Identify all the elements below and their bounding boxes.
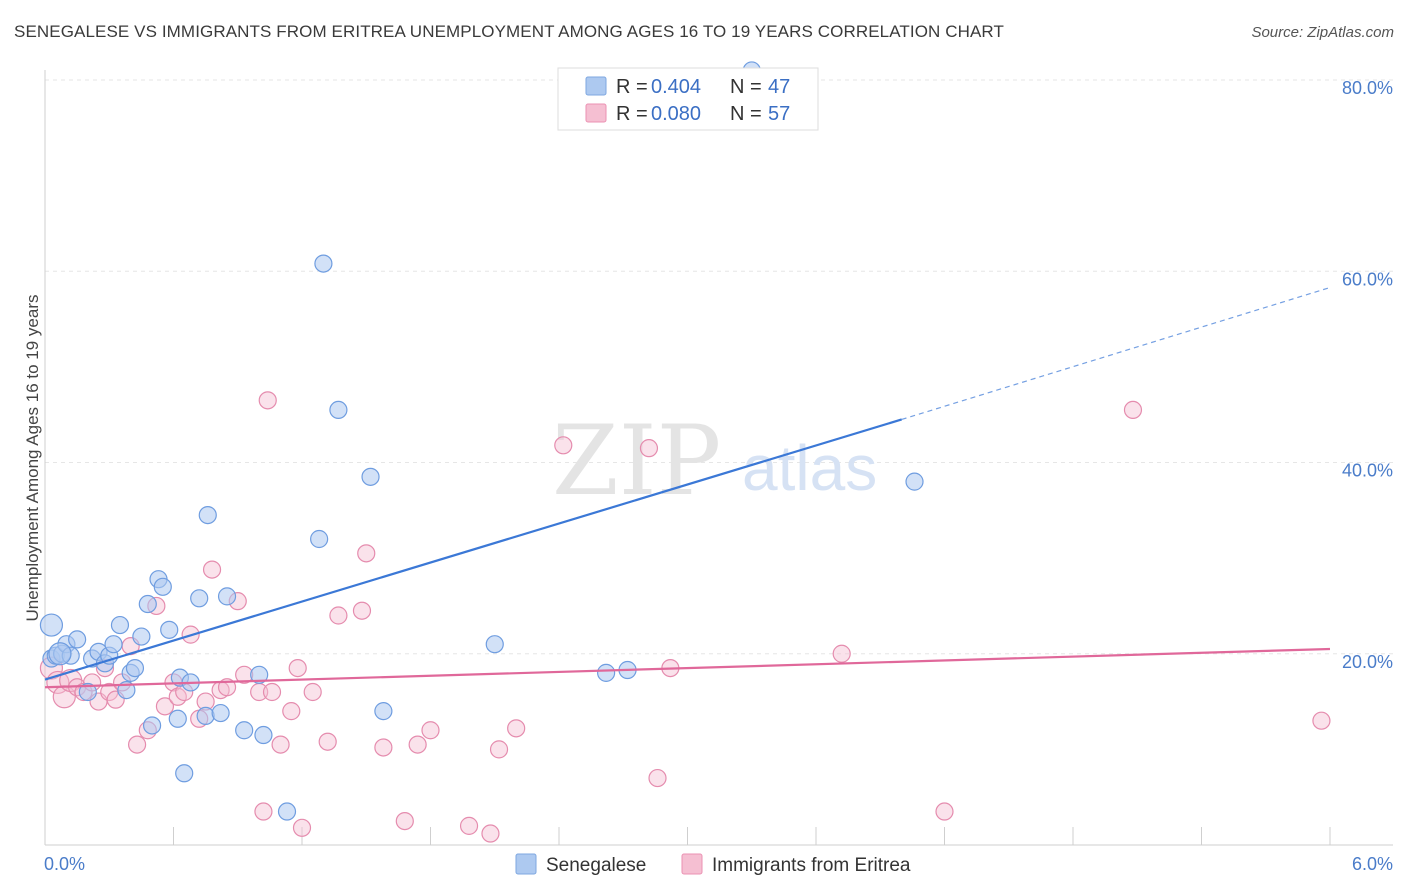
eritrea-point (935, 802, 954, 821)
eritrea-point (282, 702, 301, 721)
eritrea-point (481, 824, 500, 843)
series-swatch-eritrea (681, 853, 703, 875)
eritrea-point (292, 818, 312, 837)
source-label: Source: ZipAtlas.com (1251, 24, 1394, 41)
senegalese-point (125, 658, 145, 678)
eritrea-point (459, 816, 479, 835)
legend-n-label-2: N = (730, 103, 762, 125)
eritrea-point (202, 560, 222, 579)
watermark-zip: ZIP (552, 405, 721, 517)
eritrea-point (254, 802, 273, 821)
senegalese-point (235, 721, 254, 740)
senegalese-point (277, 802, 297, 821)
senegalese-point (104, 635, 123, 654)
watermark: ZIP atlas (552, 405, 877, 517)
legend-n-value-2: 57 (768, 103, 790, 125)
x-tick-label: 0.0% (44, 854, 85, 874)
senegalese-point (68, 630, 87, 649)
legend-r-value-1: 0.404 (651, 76, 701, 98)
eritrea-point (1123, 400, 1143, 420)
y-tick-labels: 20.0% 40.0% 60.0% 80.0% (1342, 78, 1393, 672)
senegalese-trend-line (44, 418, 902, 681)
senegalese-point (310, 529, 329, 549)
eritrea-point (648, 768, 667, 788)
y-tick-label: 60.0% (1342, 269, 1393, 289)
legend-n-label-1: N = (730, 76, 762, 98)
senegalese-point (597, 663, 616, 682)
senegalese-point (190, 589, 209, 608)
eritrea-point (408, 735, 427, 754)
series-legend: Senegalese Immigrants from Eritrea (515, 853, 911, 876)
legend-swatch-senegalese (585, 76, 607, 96)
senegalese-point (361, 467, 380, 486)
eritrea-point (271, 735, 290, 754)
watermark-atlas: atlas (742, 432, 877, 504)
senegalese-point (254, 725, 273, 745)
senegalese-point (160, 620, 179, 639)
legend-r-label-2: R = (616, 103, 648, 125)
senegalese-point (374, 702, 393, 721)
senegalese-point (142, 716, 162, 735)
y-tick-label: 40.0% (1342, 461, 1393, 481)
eritrea-point (832, 644, 851, 663)
eritrea-point (357, 544, 376, 563)
y-axis-label: Unemployment Among Ages 16 to 19 years (23, 295, 42, 622)
axes (44, 70, 1393, 846)
x-tick-labels: 0.0% 6.0% (44, 854, 1393, 874)
senegalese-point (217, 587, 237, 606)
senegalese-point (905, 472, 924, 491)
legend-swatch-eritrea (585, 103, 607, 123)
senegalese-point (39, 613, 64, 637)
eritrea-point (258, 391, 277, 410)
senegalese-point (250, 665, 269, 684)
eritrea-point (288, 658, 307, 678)
eritrea-point (639, 439, 659, 458)
eritrea-point (489, 740, 509, 759)
senegalese-point (211, 703, 230, 723)
eritrea-point (352, 601, 372, 620)
senegalese-point (175, 764, 194, 783)
senegalese-point (138, 594, 157, 614)
eritrea-point (554, 436, 573, 455)
eritrea-point (374, 738, 393, 757)
eritrea-point (303, 682, 322, 702)
correlation-legend: R = 0.404 N = 47 R = 0.080 N = 57 (557, 67, 819, 131)
senegalese-point (198, 505, 217, 525)
eritrea-point (329, 606, 348, 625)
y-tick-label: 20.0% (1342, 652, 1393, 672)
eritrea-point (262, 682, 282, 702)
senegalese-points (39, 61, 924, 821)
eritrea-point (318, 732, 337, 751)
x-tick-label: 6.0% (1352, 854, 1393, 874)
series-swatch-senegalese (515, 853, 537, 875)
series-label-senegalese: Senegalese (546, 855, 646, 876)
y-tick-label: 80.0% (1342, 78, 1393, 98)
senegalese-point (110, 615, 130, 635)
eritrea-point (1312, 711, 1331, 730)
senegalese-point (48, 642, 72, 666)
senegalese-point (196, 706, 215, 726)
legend-r-value-2: 0.080 (651, 103, 701, 125)
eritrea-trend-line (44, 647, 1331, 689)
eritrea-point (155, 697, 175, 716)
gridlines (45, 79, 1393, 655)
senegalese-point (168, 709, 187, 728)
senegalese-point (314, 254, 333, 273)
senegalese-point (78, 682, 97, 702)
senegalese-point (153, 577, 172, 596)
eritrea-point (395, 811, 414, 831)
trend-lines (44, 286, 1331, 689)
senegalese-point (329, 400, 348, 420)
senegalese-point (132, 627, 151, 646)
senegalese-point (485, 635, 504, 654)
legend-n-value-1: 47 (768, 76, 790, 98)
senegalese-trend-extension (901, 286, 1331, 421)
legend-r-label-1: R = (616, 76, 648, 98)
eritrea-point (507, 719, 526, 738)
chart-title: SENEGALESE VS IMMIGRANTS FROM ERITREA UN… (14, 22, 1004, 41)
series-label-eritrea: Immigrants from Eritrea (712, 855, 911, 876)
eritrea-point (127, 735, 147, 754)
eritrea-point (421, 721, 440, 740)
